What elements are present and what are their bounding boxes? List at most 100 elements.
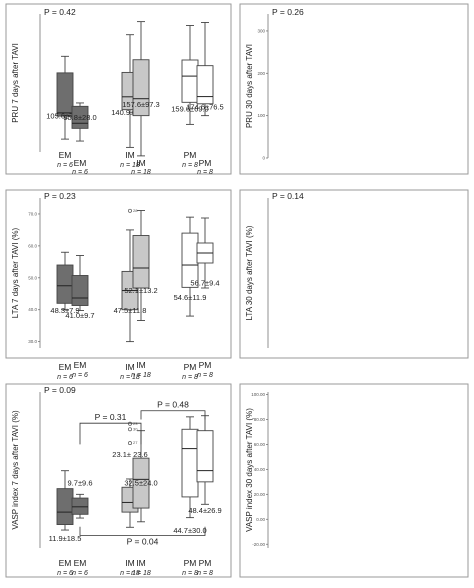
mean-sd-annotation: 48.3±7.9 — [50, 306, 79, 315]
group-n-label: n = 18 — [131, 169, 151, 176]
significance-bracket — [79, 422, 142, 445]
y-tick-label: 300 — [257, 28, 265, 33]
bracket-p-value: P = 0.04 — [127, 537, 159, 547]
box-pm — [196, 22, 214, 117]
chart-panel-4: LTA 30 days after TAVI (%) P = 0.14 EM n = … — [65, 189, 469, 379]
iqr-box — [196, 430, 214, 483]
x-group-label: EM — [74, 558, 87, 568]
box-em — [56, 55, 74, 140]
iqr-box — [181, 428, 199, 498]
box-pm — [196, 415, 214, 505]
y-tick-label: -20.00 — [252, 542, 265, 547]
group-n-label: n = 8 — [182, 374, 198, 381]
panel-frame — [239, 383, 469, 578]
group-n-label: n = 18 — [120, 374, 140, 381]
iqr-box — [56, 264, 74, 304]
outlier-label: 30 — [133, 426, 138, 431]
bracket-p-value: P = 0.48 — [157, 400, 189, 410]
y-tick-label: 60.0 — [28, 243, 37, 248]
y-tick-label: 60.00 — [254, 442, 266, 447]
chart-panel-5: VASP index 7 days after TAVI (%) P = 0.09… — [5, 383, 232, 578]
panel-frame — [5, 383, 232, 578]
group-n-label: n = 6 — [57, 570, 73, 577]
mean-sd-annotation: 47.5±11.8 — [114, 306, 147, 315]
x-group-label: IM — [136, 158, 145, 168]
y-axis-label: PRU 7 days after TAVI — [11, 43, 20, 123]
group-n-label: n = 8 — [197, 372, 213, 379]
p-value-label: P = 0.14 — [272, 191, 304, 201]
y-tick-label: 20.00 — [254, 492, 266, 497]
mean-sd-annotation: 174.6±76.5 — [186, 102, 223, 111]
x-group-label: EM — [74, 360, 87, 370]
mean-sd-annotation: 41.0±9.7 — [65, 311, 94, 320]
x-group-label: PM — [199, 158, 212, 168]
x-group-label: EM — [59, 150, 72, 160]
box-im — [132, 21, 150, 157]
outlier-point — [128, 427, 132, 432]
mean-sd-annotation: 32.5±24.0 — [124, 479, 157, 488]
group-n-label: n = 8 — [182, 570, 198, 577]
x-group-label: PM — [199, 360, 212, 370]
y-tick-label: 40.00 — [254, 467, 266, 472]
group-n-label: n = 18 — [120, 162, 140, 169]
iqr-box — [71, 497, 89, 515]
box-pm — [181, 416, 199, 519]
mean-sd-annotation: 52.1±13.2 — [124, 286, 157, 295]
y-tick-label: 80.00 — [254, 417, 266, 422]
mean-sd-annotation: 159.6±69.0 — [171, 105, 208, 114]
bracket-p-value: P = 0.31 — [95, 412, 127, 422]
outlier-label: 28 — [133, 208, 138, 213]
iqr-box — [56, 488, 74, 525]
x-group-label: IM — [125, 558, 134, 568]
x-group-label: IM — [136, 360, 145, 370]
y-axis-label: PRU 30 days after TAVI — [245, 44, 254, 128]
panel-frame — [5, 189, 232, 359]
iqr-box — [56, 72, 74, 117]
x-group-label: EM — [59, 362, 72, 372]
chart-panel-3: 30.0 40.0 50.0 60.0 70.0 LTA 7 days after TAV… — [5, 189, 232, 381]
iqr-box — [132, 457, 150, 509]
group-n-label: n = 8 — [197, 169, 213, 176]
iqr-box — [196, 65, 214, 105]
box-pm — [196, 217, 214, 289]
chart-panel-6: -20.00 0.00 20.00 40.00 60.00 80.00 100.00 VASP… — [68, 383, 469, 578]
outlier-label: 27 — [133, 440, 138, 445]
x-group-label: EM — [59, 558, 72, 568]
outlier-point — [128, 441, 132, 446]
y-tick-label: 100.00 — [251, 392, 265, 397]
group-n-label: n = 8 — [197, 570, 213, 577]
y-axis-label: LTA 30 days after TAVI (%) — [245, 225, 254, 320]
mean-sd-annotation: 54.6±11.9 — [174, 293, 207, 302]
p-value-label: P = 0.09 — [44, 385, 76, 395]
panel-frame — [5, 3, 232, 175]
mean-sd-annotation: 157.6±97.3 — [122, 100, 159, 109]
group-n-label: n = 6 — [72, 372, 88, 379]
group-n-label: n = 18 — [131, 372, 151, 379]
group-n-label: n = 6 — [72, 169, 88, 176]
iqr-box — [71, 275, 89, 306]
y-tick-label: 0 — [262, 156, 265, 161]
group-n-label: n = 6 — [57, 374, 73, 381]
x-group-label: PM — [199, 558, 212, 568]
box-em — [56, 251, 74, 311]
group-n-label: n = 6 — [72, 570, 88, 577]
y-tick-label: 0.00 — [256, 517, 265, 522]
panel-frame — [239, 3, 469, 175]
mean-sd-annotation: 105.6±73.4 — [46, 111, 83, 120]
box-em — [71, 255, 89, 311]
mean-sd-annotation: 23.1± 23.6 — [112, 450, 147, 459]
mean-sd-annotation: 9.7±9.6 — [68, 479, 93, 488]
x-group-label: IM — [125, 150, 134, 160]
outlier-point — [128, 208, 132, 213]
box-im — [132, 210, 150, 321]
mean-sd-annotation: 95.8±28.0 — [63, 113, 96, 122]
y-tick-label: 200 — [257, 71, 265, 76]
y-axis-label: LTA 7 days after TAVI (%) — [11, 227, 20, 318]
mean-sd-annotation: 48.4±26.9 — [188, 506, 221, 515]
y-tick-label: 30.0 — [28, 339, 37, 344]
y-axis-label: VASP index 7 days after TAVI (%) — [11, 410, 20, 530]
box-em — [71, 493, 89, 519]
mean-sd-annotation: 11.9±18.5 — [49, 534, 82, 543]
x-group-label: EM — [74, 158, 87, 168]
mean-sd-annotation: 140.9±78.1 — [111, 108, 148, 117]
